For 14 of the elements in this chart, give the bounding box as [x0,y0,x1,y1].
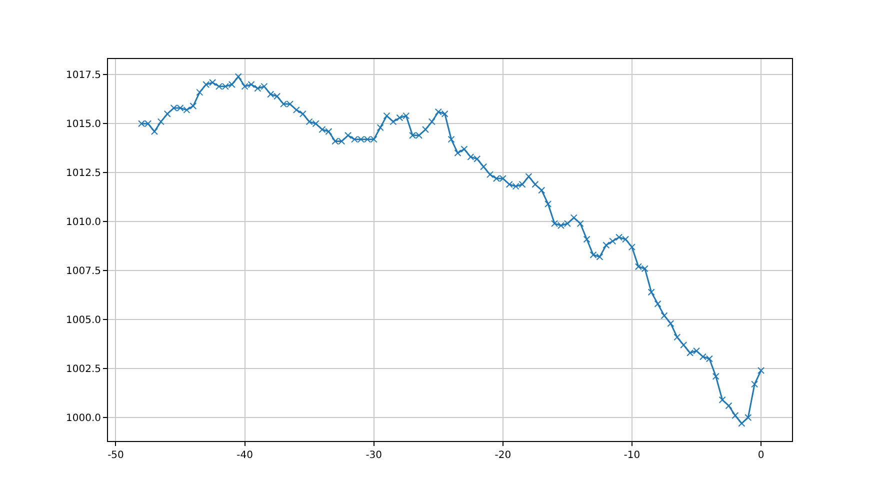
y-tick-label: 1005.0 [66,315,101,326]
y-tick-label: 1007.5 [66,266,101,278]
y-tick-label: 1012.5 [66,168,101,180]
x-tick-label: -50 [108,450,124,461]
x-tick-label: -30 [366,450,382,461]
x-tick-label: -20 [494,450,512,461]
y-tick-label: 1017.5 [66,70,101,82]
y-tick-label: 1010.0 [66,217,101,228]
x-tick-label: 0 [758,450,764,461]
x-tick-label: -10 [624,450,640,461]
y-tick-label: 1000.0 [66,412,101,424]
y-tick-label: 1015.0 [66,119,101,130]
y-tick-label: 1002.5 [66,364,101,376]
x-tick-label: -40 [236,450,253,461]
